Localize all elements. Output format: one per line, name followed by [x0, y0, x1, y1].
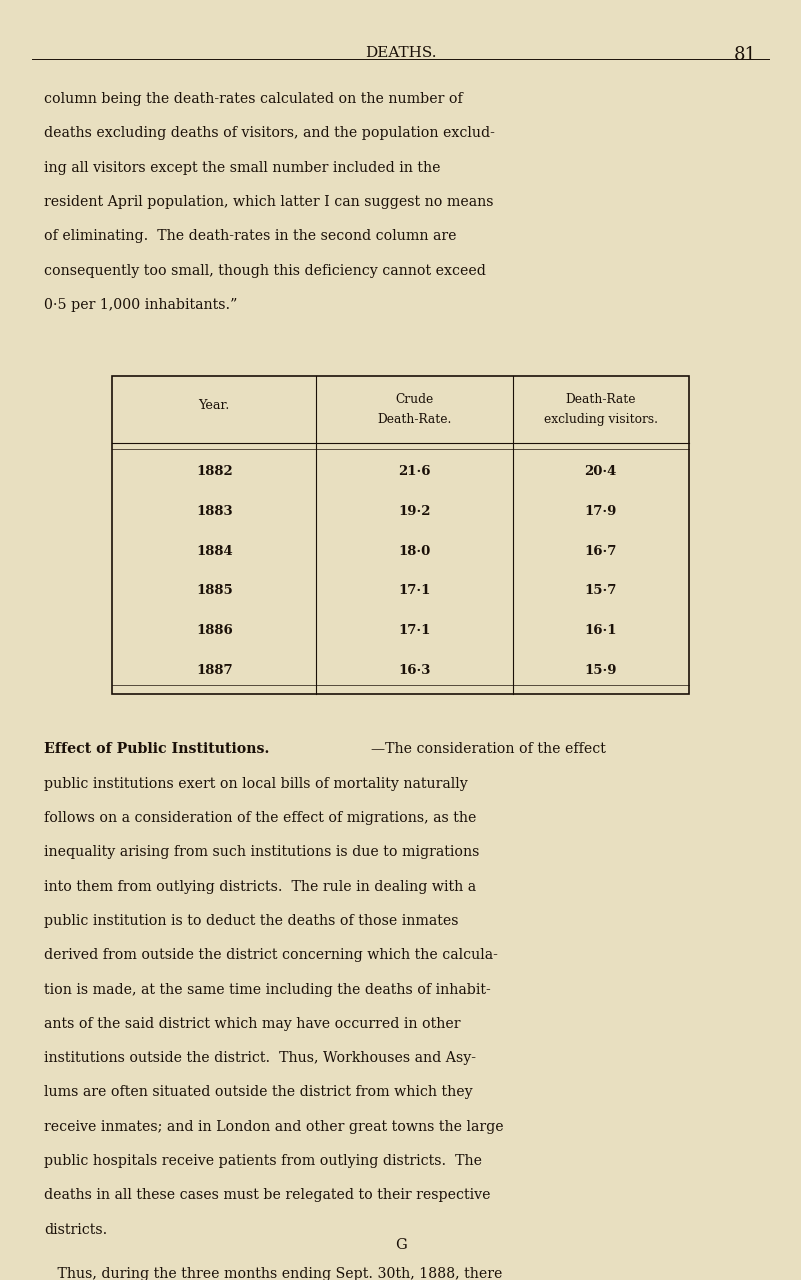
Text: 18·0: 18·0	[398, 544, 431, 558]
Text: public hospitals receive patients from outlying districts.  The: public hospitals receive patients from o…	[44, 1155, 482, 1169]
Text: 15·7: 15·7	[585, 584, 617, 598]
Text: Death-Rate.: Death-Rate.	[377, 413, 452, 426]
Text: Thus, during the three months ending Sept. 30th, 1888, there: Thus, during the three months ending Sep…	[44, 1267, 502, 1280]
Text: 17·1: 17·1	[398, 584, 431, 598]
Text: column being the death-rates calculated on the number of: column being the death-rates calculated …	[44, 92, 463, 106]
Text: —The consideration of the effect: —The consideration of the effect	[371, 742, 606, 756]
Text: excluding visitors.: excluding visitors.	[544, 413, 658, 426]
Text: 20·4: 20·4	[585, 465, 617, 479]
Text: 17·1: 17·1	[398, 623, 431, 637]
Text: 16·7: 16·7	[585, 544, 617, 558]
Text: into them from outlying districts.  The rule in dealing with a: into them from outlying districts. The r…	[44, 879, 476, 893]
Text: deaths in all these cases must be relegated to their respective: deaths in all these cases must be relega…	[44, 1188, 490, 1202]
Text: 17·9: 17·9	[585, 504, 617, 518]
Text: institutions outside the district.  Thus, Workhouses and Asy-: institutions outside the district. Thus,…	[44, 1051, 476, 1065]
Text: deaths excluding deaths of visitors, and the population exclud-: deaths excluding deaths of visitors, and…	[44, 127, 495, 141]
Text: 0·5 per 1,000 inhabitants.”: 0·5 per 1,000 inhabitants.”	[44, 298, 237, 312]
Text: 1883: 1883	[196, 504, 232, 518]
Text: 1887: 1887	[196, 663, 232, 677]
Text: ing all visitors except the small number included in the: ing all visitors except the small number…	[44, 161, 441, 175]
Text: DEATHS.: DEATHS.	[364, 46, 437, 60]
Text: 19·2: 19·2	[398, 504, 431, 518]
Text: public institutions exert on local bills of mortality naturally: public institutions exert on local bills…	[44, 777, 468, 791]
Text: 81: 81	[734, 46, 757, 64]
Text: 16·1: 16·1	[585, 623, 617, 637]
Text: of eliminating.  The death-rates in the second column are: of eliminating. The death-rates in the s…	[44, 229, 457, 243]
Text: derived from outside the district concerning which the calcula-: derived from outside the district concer…	[44, 948, 498, 963]
Text: ants of the said district which may have occurred in other: ants of the said district which may have…	[44, 1016, 461, 1030]
Text: consequently too small, though this deficiency cannot exceed: consequently too small, though this defi…	[44, 264, 486, 278]
Text: receive inmates; and in London and other great towns the large: receive inmates; and in London and other…	[44, 1120, 504, 1134]
Text: 1882: 1882	[196, 465, 232, 479]
Text: G: G	[395, 1238, 406, 1252]
Text: Death-Rate: Death-Rate	[566, 393, 636, 406]
Text: 16·3: 16·3	[398, 663, 431, 677]
Text: public institution is to deduct the deaths of those inmates: public institution is to deduct the deat…	[44, 914, 458, 928]
Text: lums are often situated outside the district from which they: lums are often situated outside the dist…	[44, 1085, 473, 1100]
Text: resident April population, which latter I can suggest no means: resident April population, which latter …	[44, 195, 493, 209]
Text: Effect of Public Institutions.: Effect of Public Institutions.	[44, 742, 269, 756]
Text: 21·6: 21·6	[398, 465, 431, 479]
Bar	[112, 376, 689, 694]
Text: districts.: districts.	[44, 1222, 107, 1236]
Text: inequality arising from such institutions is due to migrations: inequality arising from such institution…	[44, 845, 480, 859]
Text: Year.: Year.	[199, 399, 230, 412]
Text: 1886: 1886	[196, 623, 232, 637]
Text: 1885: 1885	[196, 584, 232, 598]
Text: follows on a consideration of the effect of migrations, as the: follows on a consideration of the effect…	[44, 812, 477, 826]
Text: 1884: 1884	[196, 544, 232, 558]
Text: Crude: Crude	[396, 393, 433, 406]
Text: 15·9: 15·9	[585, 663, 617, 677]
Text: tion is made, at the same time including the deaths of inhabit-: tion is made, at the same time including…	[44, 983, 491, 997]
